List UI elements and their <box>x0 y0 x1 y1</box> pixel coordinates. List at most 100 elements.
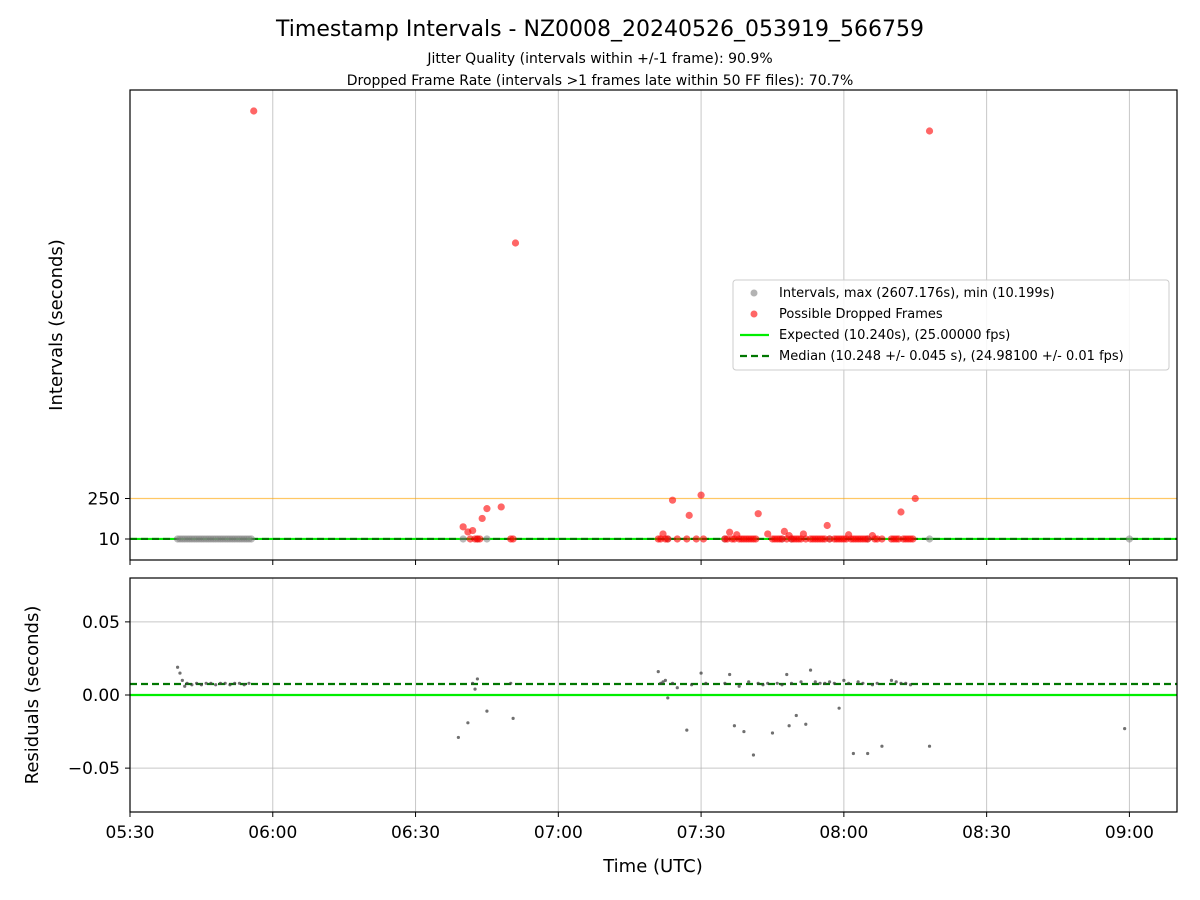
residual-point <box>190 683 194 687</box>
residual-point <box>223 681 227 685</box>
x-tick-label: 05:30 <box>106 823 155 843</box>
dropped-frame-point <box>668 496 677 504</box>
legend-label-expected: Expected (10.240s), (25.00000 fps) <box>779 328 1010 343</box>
interval-point <box>483 535 491 543</box>
x-tick-label: 07:30 <box>677 823 726 843</box>
residual-point <box>813 680 817 684</box>
residual-point <box>218 681 223 685</box>
legend-label-intervals: Intervals, max (2607.176s), min (10.199s… <box>779 286 1055 301</box>
residual-point <box>775 681 779 685</box>
dropped-frame-point <box>726 528 734 536</box>
dropped-frame-point <box>754 510 762 518</box>
residual-point <box>851 751 855 756</box>
residual-point <box>183 684 187 688</box>
residuals-y-axis-label: Residuals (seconds) <box>22 606 43 785</box>
time-x-ticks: 05:30 06:00 06:30 07:00 07:30 08:00 08:30 09:00 <box>106 560 1154 843</box>
intervals-y-ticks: 250 10 <box>88 490 130 550</box>
dropped-frame-point <box>459 523 467 531</box>
residual-point <box>185 681 189 685</box>
dropped-frame-point <box>878 535 886 543</box>
residual-point <box>823 681 827 685</box>
residual-point <box>471 681 475 685</box>
dropped-frame-point <box>752 535 760 543</box>
dropped-frame-point <box>683 535 691 543</box>
residual-point <box>770 731 775 735</box>
dropped-frame-point <box>764 530 772 538</box>
residual-point <box>456 735 460 740</box>
residuals-y-ticks: 0.05 0.00 −0.05 <box>68 613 130 779</box>
residual-point <box>899 681 903 685</box>
intervals-points <box>173 107 1134 543</box>
residual-point <box>847 681 851 685</box>
residuals-panel: 0.05 0.00 −0.05 Residuals (seconds) <box>22 577 1178 813</box>
residual-point <box>875 681 879 685</box>
residual-point <box>663 678 667 682</box>
interval-point <box>459 535 467 543</box>
residual-point <box>761 683 765 687</box>
legend-label-dropped: Possible Dropped Frames <box>779 307 943 322</box>
dropped-frame-point <box>497 503 505 511</box>
residual-point <box>180 678 184 682</box>
residuals-reference-lines <box>130 682 1177 697</box>
x-axis-label: Time (UTC) <box>602 856 703 877</box>
residual-point <box>685 728 689 732</box>
residuals-y-tick-label: 0.00 <box>82 686 120 706</box>
residual-point <box>927 744 932 748</box>
intervals-y-axis-label: Intervals (seconds) <box>46 239 67 411</box>
residual-point <box>804 722 808 726</box>
residual-point <box>511 716 515 721</box>
dropped-frame-point <box>823 521 831 530</box>
legend-marker-intervals <box>750 289 758 297</box>
interval-point <box>1125 535 1134 543</box>
residual-point <box>175 665 180 669</box>
residual-point <box>485 709 489 713</box>
x-tick-label: 09:00 <box>1105 823 1154 843</box>
chart-subtitle-dropped-rate: Dropped Frame Rate (intervals >1 frames … <box>347 73 854 89</box>
dropped-frame-point <box>897 508 905 516</box>
residual-point <box>894 680 898 684</box>
residual-point <box>509 681 513 685</box>
residual-point <box>808 668 813 672</box>
dropped-frame-point <box>699 535 708 543</box>
intervals-panel: 250 10 Intervals (seconds) Intervals, max… <box>46 89 1178 561</box>
residual-point <box>723 681 727 685</box>
residual-point <box>889 678 894 682</box>
residual-point <box>247 681 251 685</box>
x-tick-label: 07:00 <box>534 823 583 843</box>
residual-point <box>466 721 470 725</box>
residual-point <box>233 681 237 685</box>
dropped-frame-point <box>673 535 681 543</box>
residual-point <box>659 681 663 685</box>
residual-point <box>178 671 182 675</box>
dropped-frame-point <box>780 527 788 536</box>
x-tick-label: 08:00 <box>819 823 868 843</box>
residual-point <box>199 683 203 687</box>
dropped-frame-point <box>511 239 520 247</box>
residual-point <box>473 687 477 691</box>
residual-point <box>699 671 703 675</box>
residual-point <box>842 678 846 682</box>
intervals-reference-lines <box>130 497 1177 541</box>
residual-point <box>789 681 794 685</box>
legend-frame <box>732 279 1170 371</box>
residual-point <box>856 680 860 684</box>
residual-point <box>475 677 480 681</box>
residual-point <box>785 672 789 677</box>
dropped-frame-point <box>925 127 934 135</box>
intervals-y-tick-label: 250 <box>88 490 120 510</box>
interval-point <box>925 535 934 543</box>
residual-point <box>675 686 679 690</box>
residual-point <box>1123 727 1127 731</box>
interval-point <box>247 535 255 543</box>
residual-point <box>787 724 791 728</box>
residuals-y-tick-label: −0.05 <box>68 759 120 779</box>
chart-title: Timestamp Intervals - NZ0008_20240526_05… <box>275 17 924 42</box>
residual-point <box>214 683 218 687</box>
chart-subtitle-jitter: Jitter Quality (intervals within +/-1 fr… <box>426 51 772 67</box>
intervals-y-tick-label: 10 <box>98 530 120 550</box>
dropped-frame-point <box>697 491 705 499</box>
legend-marker-dropped <box>750 310 758 318</box>
dropped-frame-point <box>469 526 477 535</box>
residual-point <box>242 683 246 687</box>
residual-point <box>737 684 741 688</box>
